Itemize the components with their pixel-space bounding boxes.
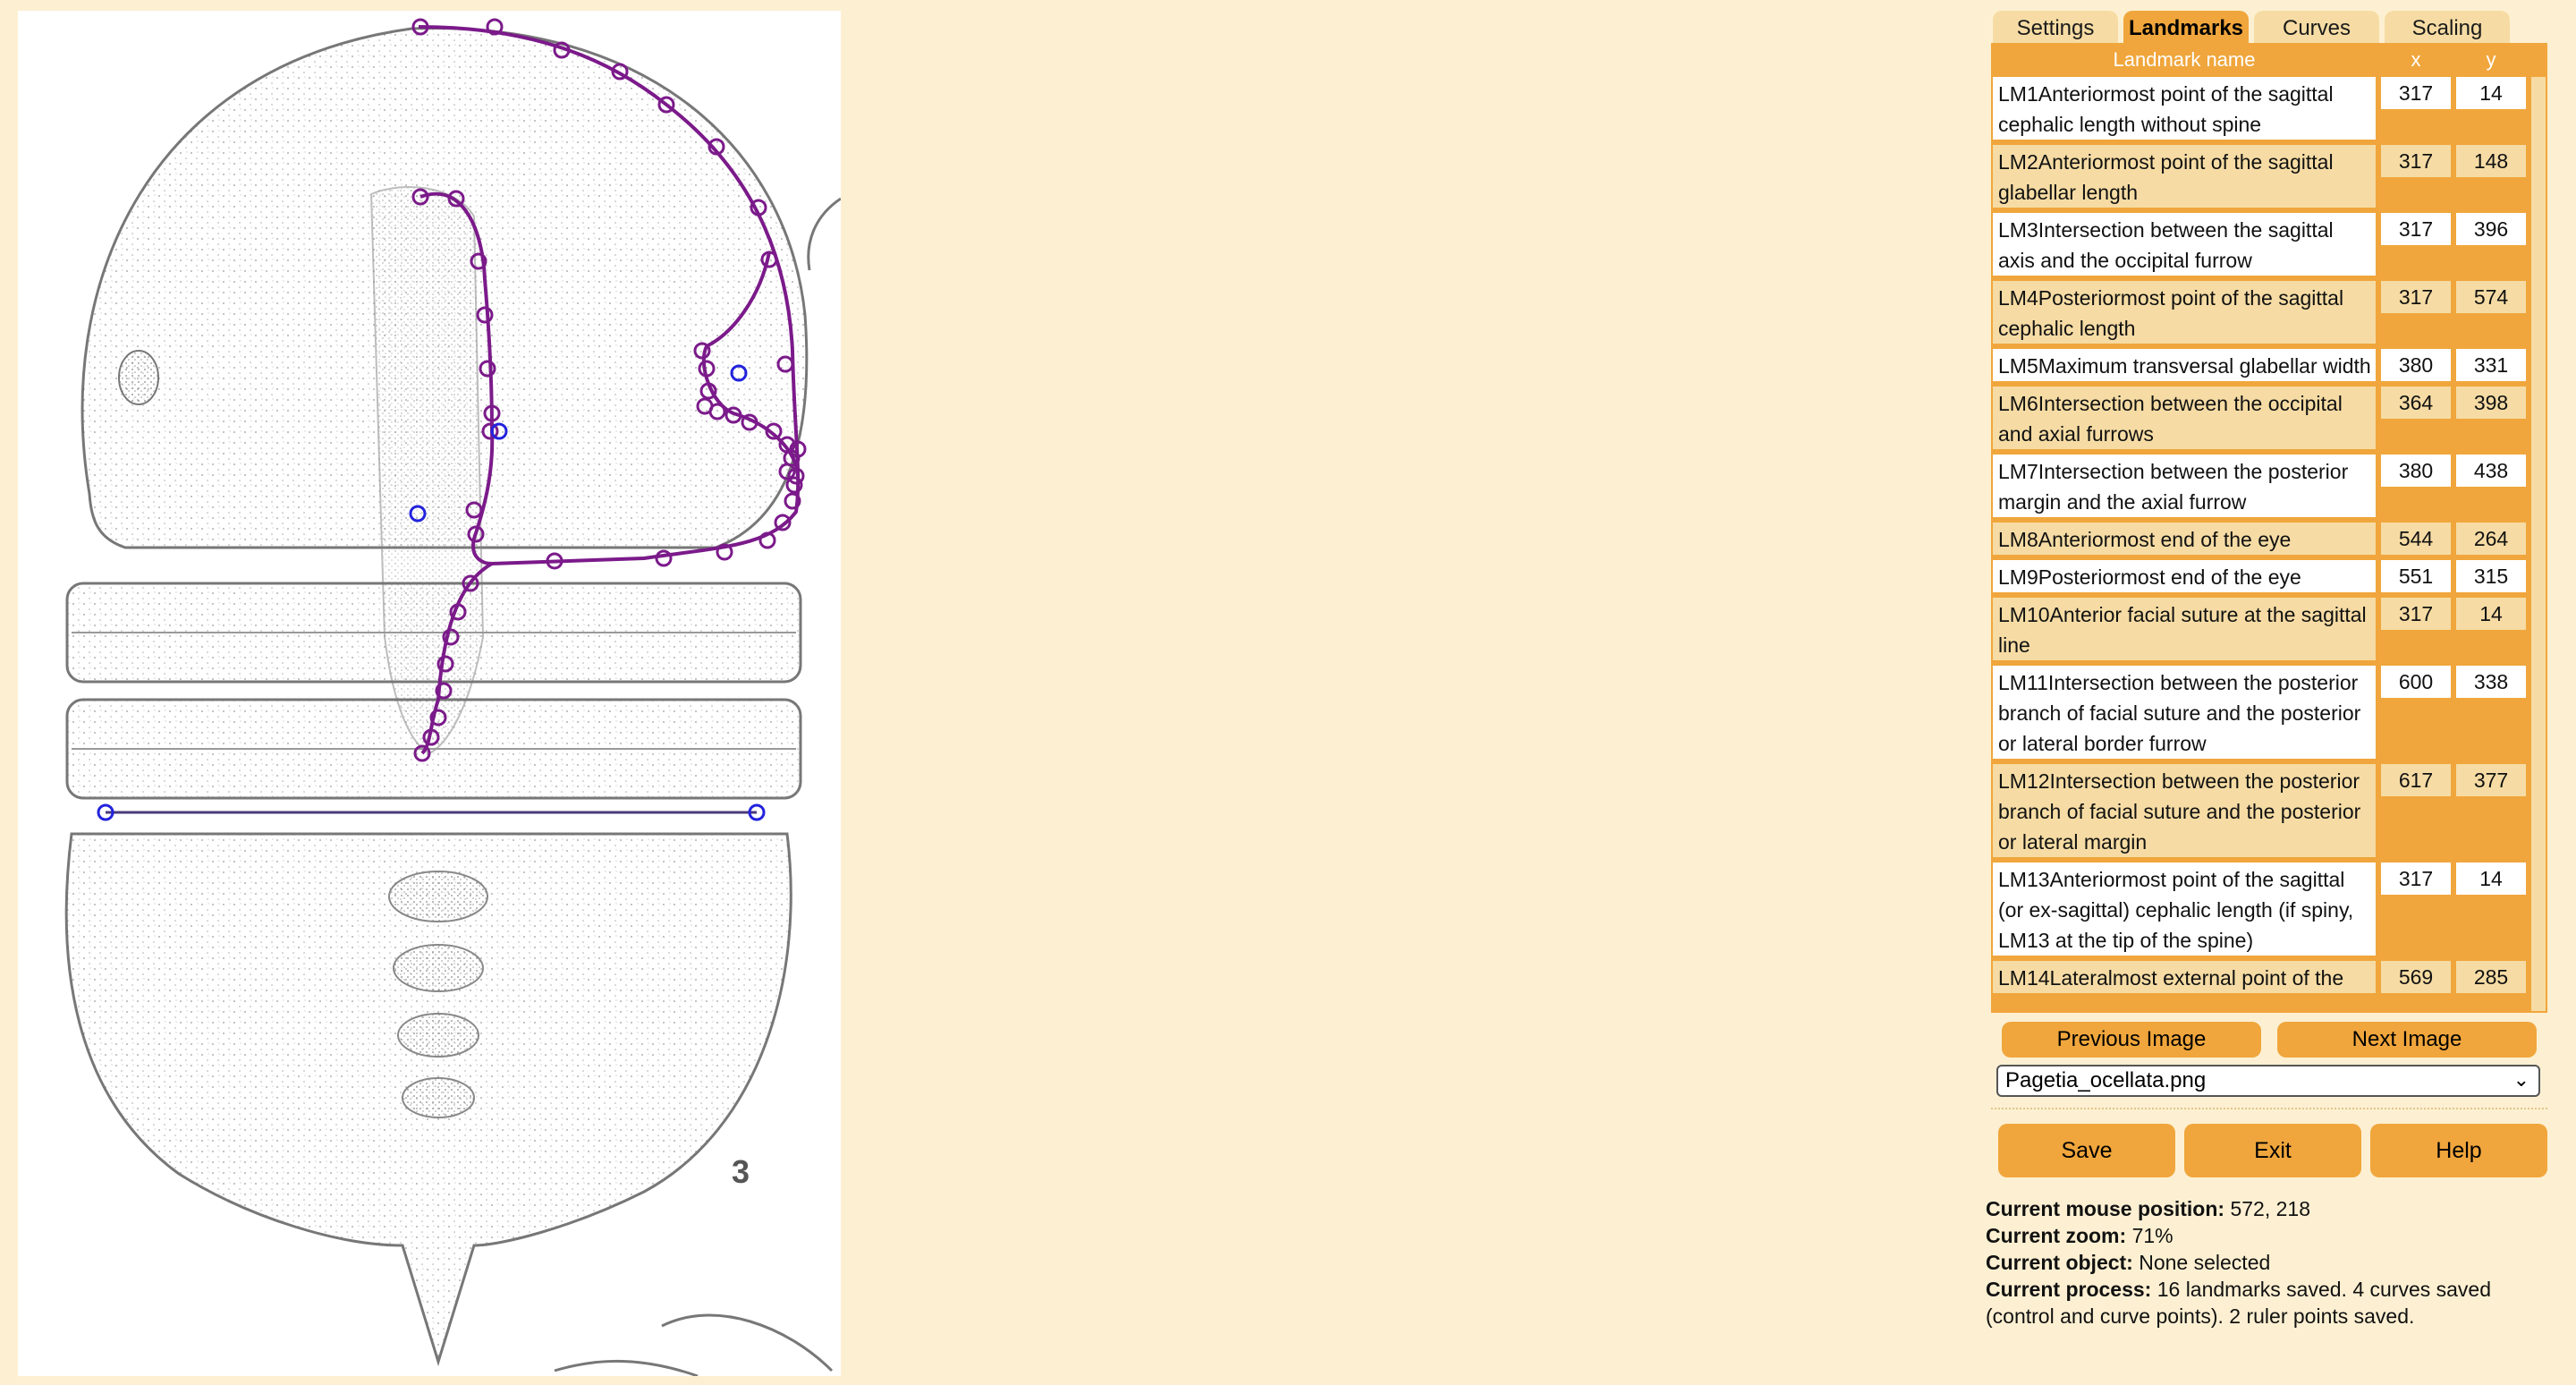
landmark-x-cell[interactable]: 600 — [2381, 666, 2451, 698]
landmark-y-cell[interactable]: 574 — [2456, 281, 2526, 313]
status-area: Current mouse position: 572, 218 Current… — [1986, 1195, 2558, 1330]
landmark-name-cell: LM13Anteriormost point of the sagittal (… — [1993, 862, 2376, 956]
landmark-y-cell[interactable]: 398 — [2456, 387, 2526, 419]
curve-eye — [701, 345, 800, 477]
landmark-y-cell[interactable]: 315 — [2456, 560, 2526, 592]
landmark-name-cell: LM14Lateralmost external point of the — [1993, 961, 2376, 993]
previous-image-button[interactable]: Previous Image — [2002, 1022, 2261, 1058]
control-panel: Settings Landmarks Curves Scaling Landma… — [1986, 9, 2558, 1369]
header-x: x — [2411, 48, 2421, 71]
landmark-x-cell[interactable]: 317 — [2381, 598, 2451, 630]
tab-landmarks[interactable]: Landmarks — [2123, 11, 2249, 45]
landmark-x-cell[interactable]: 380 — [2381, 349, 2451, 381]
specimen-number: 3 — [732, 1153, 750, 1190]
landmark-y-cell[interactable]: 148 — [2456, 145, 2526, 177]
landmark-x-cell[interactable]: 317 — [2381, 77, 2451, 109]
table-row[interactable]: LM6Intersection between the occipital an… — [1993, 387, 2529, 449]
landmark-name-cell: LM7Intersection between the posterior ma… — [1993, 455, 2376, 517]
landmark-y-cell[interactable]: 396 — [2456, 213, 2526, 245]
landmark-x-cell[interactable]: 317 — [2381, 281, 2451, 313]
tab-curves[interactable]: Curves — [2254, 11, 2379, 45]
table-row[interactable]: LM9Posteriormost end of the eye 551 315 — [1993, 560, 2529, 592]
image-select[interactable]: Pagetia_ocellata.png ⌄ — [1996, 1065, 2540, 1097]
image-canvas[interactable]: 3 — [18, 11, 841, 1376]
help-button[interactable]: Help — [2370, 1124, 2547, 1177]
table-row[interactable]: LM8Anteriormost end of the eye 544 264 — [1993, 523, 2529, 555]
landmark-name-cell: LM6Intersection between the occipital an… — [1993, 387, 2376, 449]
landmark-x-cell[interactable]: 617 — [2381, 764, 2451, 796]
table-row[interactable]: LM14Lateralmost external point of the 569… — [1993, 961, 2529, 993]
landmark-name-cell: LM8Anteriormost end of the eye — [1993, 523, 2376, 555]
table-row[interactable]: LM13Anteriormost point of the sagittal (… — [1993, 862, 2529, 956]
chevron-down-icon: ⌄ — [2512, 1068, 2529, 1091]
table-row[interactable]: LM10Anterior facial suture at the sagitt… — [1993, 598, 2529, 660]
landmark-y-cell[interactable]: 14 — [2456, 77, 2526, 109]
landmark-y-cell[interactable]: 377 — [2456, 764, 2526, 796]
landmark-points[interactable] — [97, 364, 766, 821]
table-row[interactable]: LM5Maximum transversal glabellar width 38… — [1993, 349, 2529, 381]
header-y: y — [2486, 48, 2496, 71]
landmark-name-cell: LM10Anterior facial suture at the sagitt… — [1993, 598, 2376, 660]
table-row[interactable]: LM12Intersection between the posterior b… — [1993, 764, 2529, 857]
specimen-drawing: 3 — [64, 18, 841, 1376]
landmark-x-cell[interactable]: 317 — [2381, 862, 2451, 895]
table-row[interactable]: LM11Intersection between the posterior b… — [1993, 666, 2529, 759]
zoom-status: Current zoom: 71% — [1986, 1224, 2174, 1247]
table-row[interactable]: LM4Posteriormost point of the sagittal c… — [1993, 281, 2529, 344]
landmark-y-cell[interactable]: 285 — [2456, 961, 2526, 993]
divider — [1991, 1108, 2547, 1109]
landmark-x-cell[interactable]: 544 — [2381, 523, 2451, 555]
object-status: Current object: None selected — [1986, 1251, 2271, 1274]
landmark-y-cell[interactable]: 14 — [2456, 862, 2526, 895]
curve-points[interactable] — [411, 18, 807, 762]
table-row[interactable]: LM1Anteriormost point of the sagittal ce… — [1993, 77, 2529, 140]
landmark-name-cell: LM11Intersection between the posterior b… — [1993, 666, 2376, 759]
process-status: Current process: 16 landmarks saved. 4 c… — [1986, 1278, 2492, 1328]
next-image-button[interactable]: Next Image — [2277, 1022, 2537, 1058]
header-landmark-name: Landmark name — [2113, 48, 2256, 71]
table-row[interactable]: LM3Intersection between the sagittal axi… — [1993, 213, 2529, 276]
tab-scaling[interactable]: Scaling — [2385, 11, 2510, 45]
landmark-name-cell: LM2Anteriormost point of the sagittal gl… — [1993, 145, 2376, 208]
table-scrollbar[interactable] — [2531, 77, 2546, 1011]
landmark-x-cell[interactable]: 364 — [2381, 387, 2451, 419]
landmark-y-cell[interactable]: 338 — [2456, 666, 2526, 698]
table-row[interactable]: LM2Anteriormost point of the sagittal gl… — [1993, 145, 2529, 208]
landmark-y-cell[interactable]: 14 — [2456, 598, 2526, 630]
landmark-x-cell[interactable]: 380 — [2381, 455, 2451, 487]
save-button[interactable]: Save — [1998, 1124, 2175, 1177]
landmark-x-cell[interactable]: 317 — [2381, 145, 2451, 177]
landmark-y-cell[interactable]: 264 — [2456, 523, 2526, 555]
landmark-x-cell[interactable]: 551 — [2381, 560, 2451, 592]
curve-glabella-axial — [419, 191, 495, 755]
landmark-y-cell[interactable]: 438 — [2456, 455, 2526, 487]
landmark-x-cell[interactable]: 317 — [2381, 213, 2451, 245]
tab-bar: Settings Landmarks Curves Scaling — [1993, 9, 2558, 45]
exit-button[interactable]: Exit — [2184, 1124, 2361, 1177]
landmark-name-cell: LM12Intersection between the posterior b… — [1993, 764, 2376, 857]
landmark-name-cell: LM5Maximum transversal glabellar width — [1993, 349, 2376, 381]
table-body: LM1Anteriormost point of the sagittal ce… — [1993, 77, 2529, 1011]
landmark-name-cell: LM9Posteriormost end of the eye — [1993, 560, 2376, 592]
image-select-value: Pagetia_ocellata.png — [2005, 1068, 2207, 1092]
landmark-table: Landmark name x y LM1Anteriormost point … — [1991, 43, 2547, 1013]
landmark-name-cell: LM1Anteriormost point of the sagittal ce… — [1993, 77, 2376, 140]
tab-settings[interactable]: Settings — [1993, 11, 2118, 45]
landmark-x-cell[interactable]: 569 — [2381, 961, 2451, 993]
landmark-name-cell: LM3Intersection between the sagittal axi… — [1993, 213, 2376, 276]
landmark-y-cell[interactable]: 331 — [2456, 349, 2526, 381]
table-header: Landmark name x y — [1993, 45, 2529, 75]
table-row[interactable]: LM7Intersection between the posterior ma… — [1993, 455, 2529, 517]
landmark-name-cell: LM4Posteriormost point of the sagittal c… — [1993, 281, 2376, 344]
mouse-position-status: Current mouse position: 572, 218 — [1986, 1197, 2310, 1220]
